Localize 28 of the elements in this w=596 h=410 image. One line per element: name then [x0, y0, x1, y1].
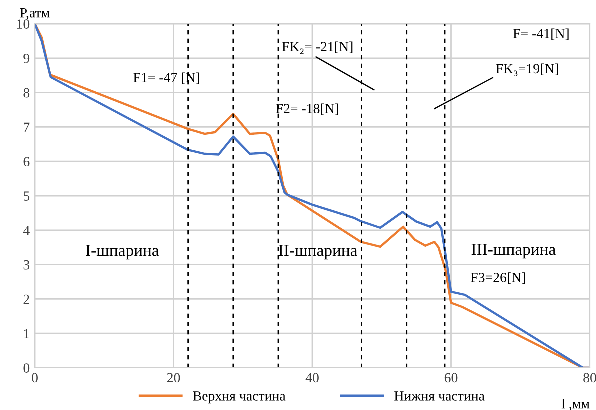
x-tick-label: 60: [444, 373, 458, 383]
x-tick-label: 20: [167, 373, 180, 383]
y-tick-label: 0: [24, 364, 30, 373]
annotation: FK₃=19[N]: [496, 64, 558, 76]
y-tick-label: 2: [24, 294, 30, 304]
y-tick-label: 8: [24, 88, 30, 98]
line-series: [35, 24, 590, 368]
annotation: FK₂= -21[N]: [282, 42, 353, 54]
annotation: III-шпарина: [472, 244, 556, 259]
y-tick-label: 4: [23, 226, 30, 236]
y-tick-label: 6: [24, 157, 30, 167]
annotation: F1= -47 [N]: [134, 72, 200, 84]
legend-label: Нижня частина: [394, 392, 485, 401]
annotation: II-шпарина: [278, 245, 358, 260]
annotation: I-шпарина: [86, 245, 160, 260]
x-tick-label: 40: [306, 373, 319, 383]
legend-label: Верхня частина: [193, 392, 286, 404]
y-axis-title: P,атм: [20, 8, 50, 20]
y-tick-label: 1: [24, 329, 30, 338]
y-tick-label: 10: [17, 20, 30, 29]
x-tick-label: 0: [32, 373, 38, 383]
annotation: F= -41[N]: [513, 28, 569, 40]
y-tick-label: 7: [24, 122, 30, 132]
y-tick-label: 9: [24, 54, 30, 64]
x-tick-label: 80: [584, 373, 596, 383]
annotation: F3=26[N]: [470, 272, 526, 284]
y-tick-label: 3: [24, 260, 30, 270]
y-tick-label: 5: [24, 192, 30, 201]
